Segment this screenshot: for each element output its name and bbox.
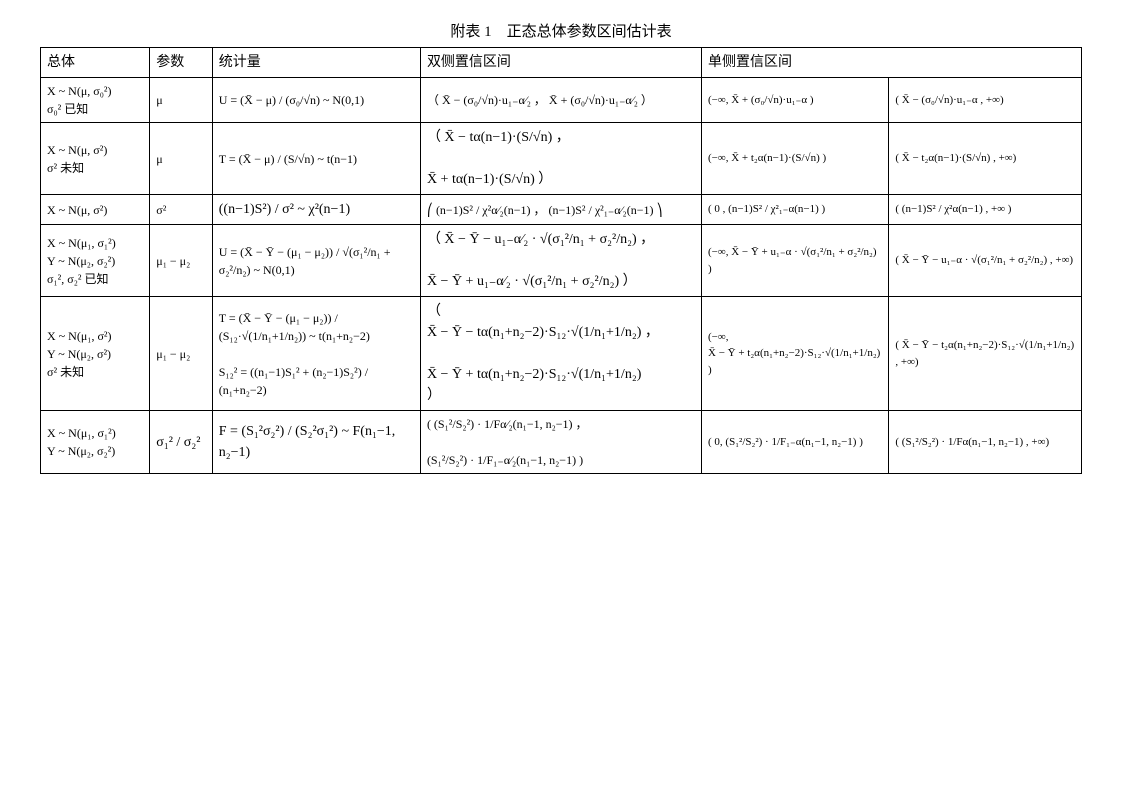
cell-one-sided2: ( X̄ − Ȳ − t₂α(n₁+n₂−2)·S₁₂·√(1/n₁+1/n₂)… [889, 297, 1082, 411]
hdr-population: 总体 [41, 48, 150, 78]
cell-two-sided: （ X̄ − Ȳ − tα(n₁+n₂−2)·S₁₂·√(1/n₁+1/n₂) … [420, 297, 701, 411]
table-title: 附表 1 正态总体参数区间估计表 [40, 20, 1082, 41]
cell-population: X ~ N(μ₁, σ₁²) Y ~ N(μ₂, σ₂²) σ₁², σ₂² 已… [41, 225, 150, 297]
cell-one-sided1: (−∞, X̄ + t₂α(n−1)·(S/√n) ) [702, 123, 889, 195]
cell-one-sided2: ( (S₁²/S₂²) · 1/Fα(n₁−1, n₂−1) , +∞) [889, 411, 1082, 474]
table-row: X ~ N(μ, σ²) σ² 未知 μ T = (X̄ − μ) / (S/√… [41, 123, 1082, 195]
cell-statistic: U = (X̄ − Ȳ − (μ₁ − μ₂)) / √(σ₁²/n₁ + σ₂… [212, 225, 420, 297]
cell-two-sided: （ X̄ − tα(n−1)·(S/√n) ， X̄ + tα(n−1)·(S/… [420, 123, 701, 195]
cell-population: X ~ N(μ, σ²) [41, 195, 150, 225]
cell-one-sided1: ( 0 , (n−1)S² / χ²₁₋α(n−1) ) [702, 195, 889, 225]
cell-statistic: T = (X̄ − Ȳ − (μ₁ − μ₂)) / (S₁₂·√(1/n₁+1… [212, 297, 420, 411]
table-row: X ~ N(μ₁, σ₁²) Y ~ N(μ₂, σ₂²) σ₁², σ₂² 已… [41, 225, 1082, 297]
cell-statistic: F = (S₁²σ₂²) / (S₂²σ₁²) ~ F(n₁−1, n₂−1) [212, 411, 420, 474]
cell-parameter: σ₁² / σ₂² [150, 411, 212, 474]
cell-one-sided2: ( X̄ − Ȳ − u₁₋α · √(σ₁²/n₁ + σ₂²/n₂) , +… [889, 225, 1082, 297]
cell-population: X ~ N(μ, σ²) σ² 未知 [41, 123, 150, 195]
cell-parameter: μ [150, 78, 212, 123]
table-row: X ~ N(μ, σ₀²) σ₀² 已知 μ U = (X̄ − μ) / (σ… [41, 78, 1082, 123]
cell-one-sided1: (−∞, X̄ + (σ₀/√n)·u₁₋α ) [702, 78, 889, 123]
header-row: 总体 参数 统计量 双侧置信区间 单侧置信区间 [41, 48, 1082, 78]
table-row: X ~ N(μ, σ²) σ² ((n−1)S²) / σ² ~ χ²(n−1)… [41, 195, 1082, 225]
cell-one-sided2: ( (n−1)S² / χ²α(n−1) , +∞ ) [889, 195, 1082, 225]
cell-statistic: ((n−1)S²) / σ² ~ χ²(n−1) [212, 195, 420, 225]
cell-two-sided: （ X̄ − (σ₀/√n)·u₁₋α⁄₂ ， X̄ + (σ₀/√n)·u₁₋… [420, 78, 701, 123]
cell-one-sided2: ( X̄ − t₂α(n−1)·(S/√n) , +∞) [889, 123, 1082, 195]
hdr-parameter: 参数 [150, 48, 212, 78]
cell-parameter: σ² [150, 195, 212, 225]
cell-statistic: T = (X̄ − μ) / (S/√n) ~ t(n−1) [212, 123, 420, 195]
hdr-one-sided: 单侧置信区间 [702, 48, 1082, 78]
cell-one-sided1: (−∞, X̄ − Ȳ + u₁₋α · √(σ₁²/n₁ + σ₂²/n₂) … [702, 225, 889, 297]
cell-population: X ~ N(μ₁, σ₁²) Y ~ N(μ₂, σ₂²) [41, 411, 150, 474]
cell-parameter: μ [150, 123, 212, 195]
cell-two-sided: （ X̄ − Ȳ − u₁₋α⁄₂ · √(σ₁²/n₁ + σ₂²/n₂) ，… [420, 225, 701, 297]
cell-two-sided: ( (S₁²/S₂²) · 1/Fα⁄₂(n₁−1, n₂−1) ， (S₁²/… [420, 411, 701, 474]
hdr-two-sided: 双侧置信区间 [420, 48, 701, 78]
cell-population: X ~ N(μ₁, σ²) Y ~ N(μ₂, σ²) σ² 未知 [41, 297, 150, 411]
estimation-table: 总体 参数 统计量 双侧置信区间 单侧置信区间 X ~ N(μ, σ₀²) σ₀… [40, 47, 1082, 474]
hdr-statistic: 统计量 [212, 48, 420, 78]
cell-one-sided1: ( 0, (S₁²/S₂²) · 1/F₁₋α(n₁−1, n₂−1) ) [702, 411, 889, 474]
table-row: X ~ N(μ₁, σ²) Y ~ N(μ₂, σ²) σ² 未知 μ₁ − μ… [41, 297, 1082, 411]
cell-one-sided1: (−∞, X̄ − Ȳ + t₂α(n₁+n₂−2)·S₁₂·√(1/n₁+1/… [702, 297, 889, 411]
cell-one-sided2: ( X̄ − (σ₀/√n)·u₁₋α , +∞) [889, 78, 1082, 123]
cell-parameter: μ₁ − μ₂ [150, 225, 212, 297]
cell-parameter: μ₁ − μ₂ [150, 297, 212, 411]
cell-population: X ~ N(μ, σ₀²) σ₀² 已知 [41, 78, 150, 123]
cell-statistic: U = (X̄ − μ) / (σ₀/√n) ~ N(0,1) [212, 78, 420, 123]
cell-two-sided: ⎛ (n−1)S² / χ²α⁄₂(n−1) ， (n−1)S² / χ²₁₋α… [420, 195, 701, 225]
table-row: X ~ N(μ₁, σ₁²) Y ~ N(μ₂, σ₂²) σ₁² / σ₂² … [41, 411, 1082, 474]
